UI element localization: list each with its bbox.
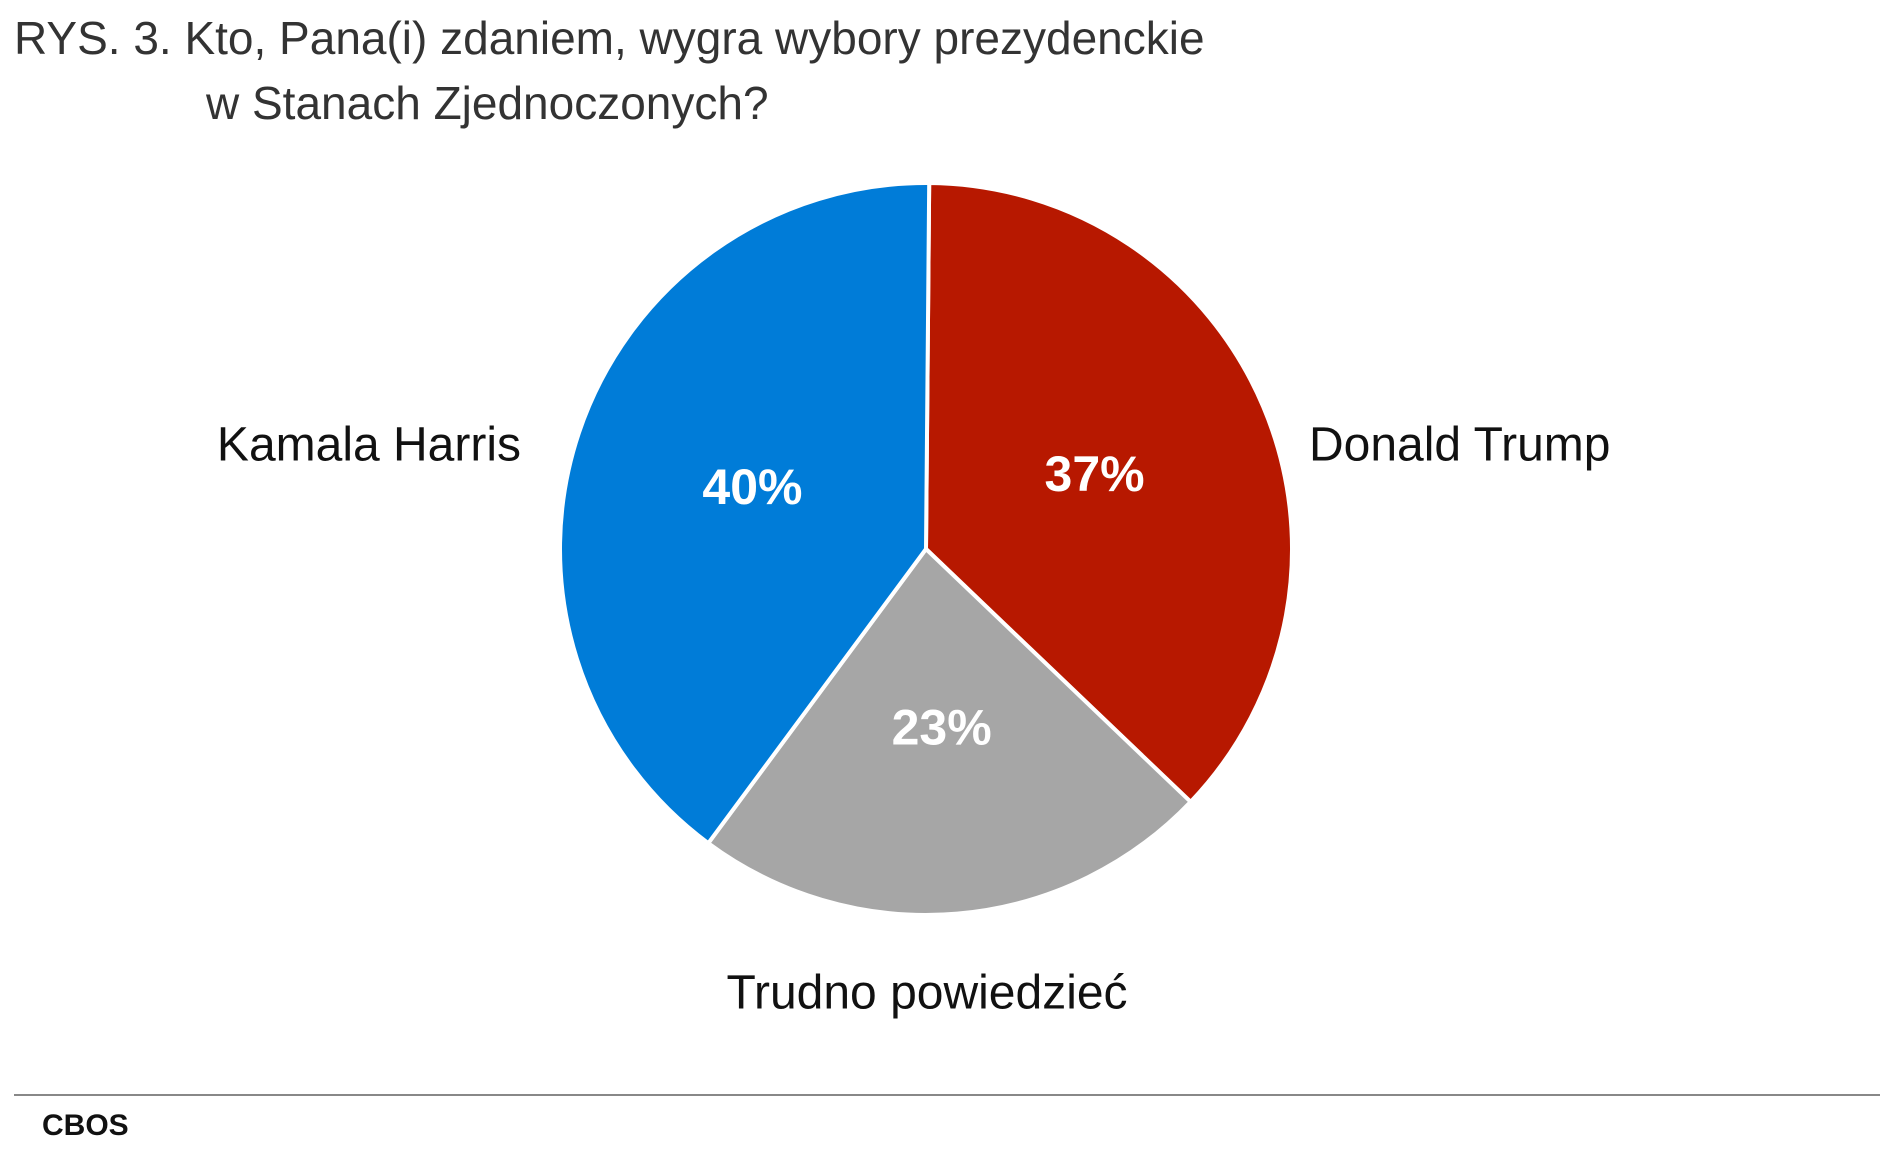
source: CBOS — [42, 1109, 129, 1142]
data-label: 37% — [1045, 446, 1145, 502]
chart-title: w Stanach Zjednoczonych? — [205, 77, 769, 129]
chart-title: RYS. 3. Kto, Pana(i) zdaniem, wygra wybo… — [14, 12, 1205, 64]
category-label: Trudno powiedzieć — [726, 967, 1127, 1020]
data-label: 23% — [892, 700, 992, 756]
pie-slice — [923, 180, 1294, 805]
category-label: Kamala Harris — [217, 419, 521, 472]
category-label: Donald Trump — [1309, 419, 1610, 472]
pie-slice — [705, 545, 1194, 918]
data-label: 40% — [702, 459, 802, 515]
pie-slice — [558, 181, 932, 847]
